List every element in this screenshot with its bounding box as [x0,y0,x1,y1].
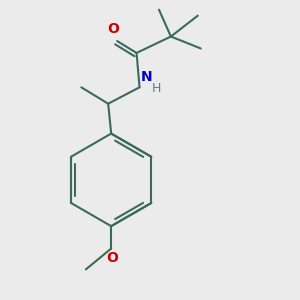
Text: O: O [106,251,118,265]
Text: N: N [141,70,153,84]
Text: O: O [108,22,119,36]
Text: H: H [152,82,161,95]
